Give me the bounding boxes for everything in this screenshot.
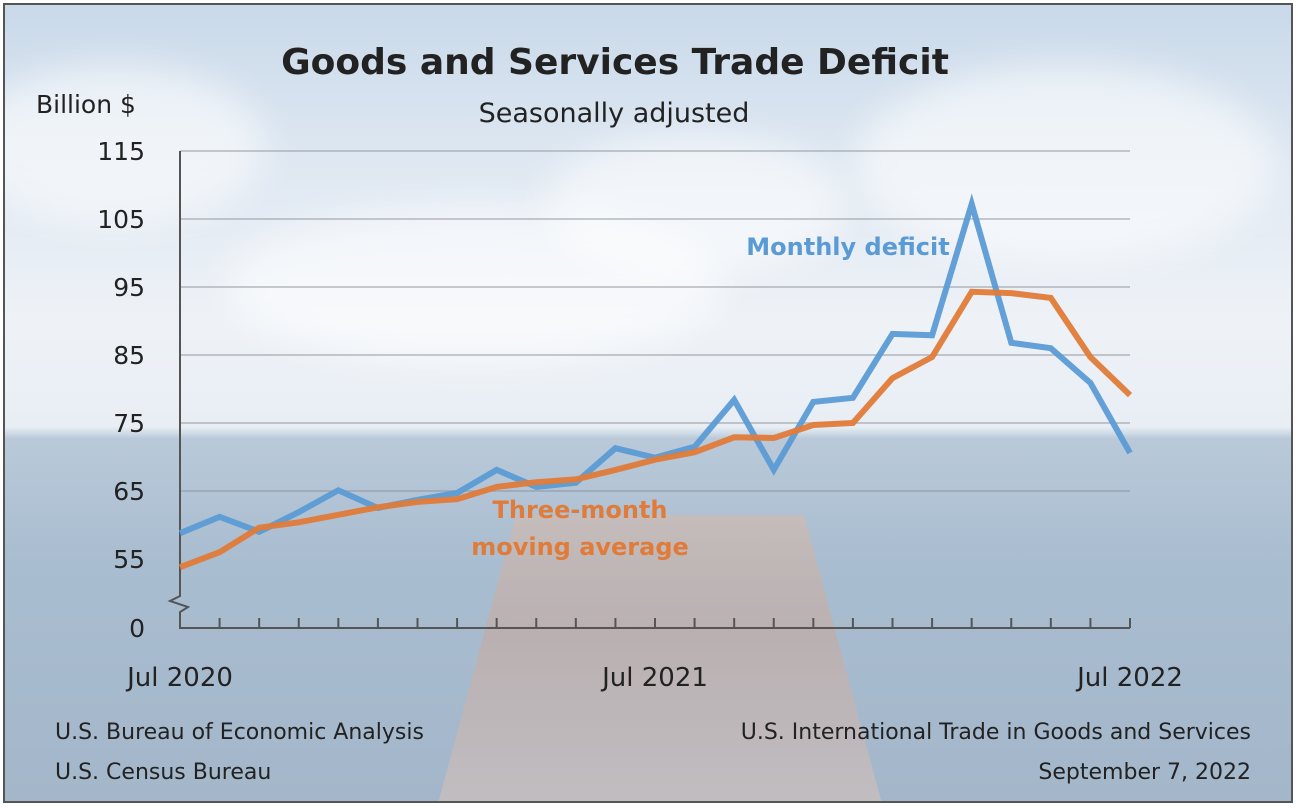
footer-source-2: U.S. Census Bureau	[55, 760, 272, 785]
footer-report-name: U.S. International Trade in Goods and Se…	[740, 720, 1251, 745]
y-tick-label: 105	[97, 205, 145, 234]
footer-release-date: September 7, 2022	[1038, 760, 1251, 785]
x-tick-label: Jul 2020	[125, 663, 233, 693]
background-cloud	[545, 135, 845, 275]
chart-title: Goods and Services Trade Deficit	[281, 42, 949, 83]
x-tick-label: Jul 2022	[1075, 663, 1183, 693]
series-label-moving-average: moving average	[471, 533, 689, 561]
y-tick-label: 115	[97, 137, 145, 166]
chart-frame	[3, 3, 1293, 803]
y-axis-label: Billion $	[36, 90, 136, 119]
container-ship-background	[435, 515, 885, 801]
y-tick-label: 65	[113, 477, 145, 506]
series-line-monthly-deficit	[178, 193, 1133, 536]
series-label-monthly-deficit: Monthly deficit	[746, 233, 949, 261]
y-tick-label: 55	[113, 545, 145, 574]
y-tick-label: 95	[113, 273, 145, 302]
y-tick-label: 0	[129, 614, 145, 643]
background-cloud	[855, 65, 1275, 265]
y-tick-label: 85	[113, 341, 145, 370]
axes	[167, 151, 1130, 629]
y-tick-label: 75	[113, 409, 145, 438]
chart-subtitle: Seasonally adjusted	[478, 98, 750, 129]
x-tick-label: Jul 2021	[600, 663, 708, 693]
series-line-moving-average	[178, 288, 1133, 571]
footer-source-1: U.S. Bureau of Economic Analysis	[55, 720, 424, 745]
background-cloud	[5, 65, 265, 225]
series-label-moving-average: Three-month	[493, 496, 668, 524]
